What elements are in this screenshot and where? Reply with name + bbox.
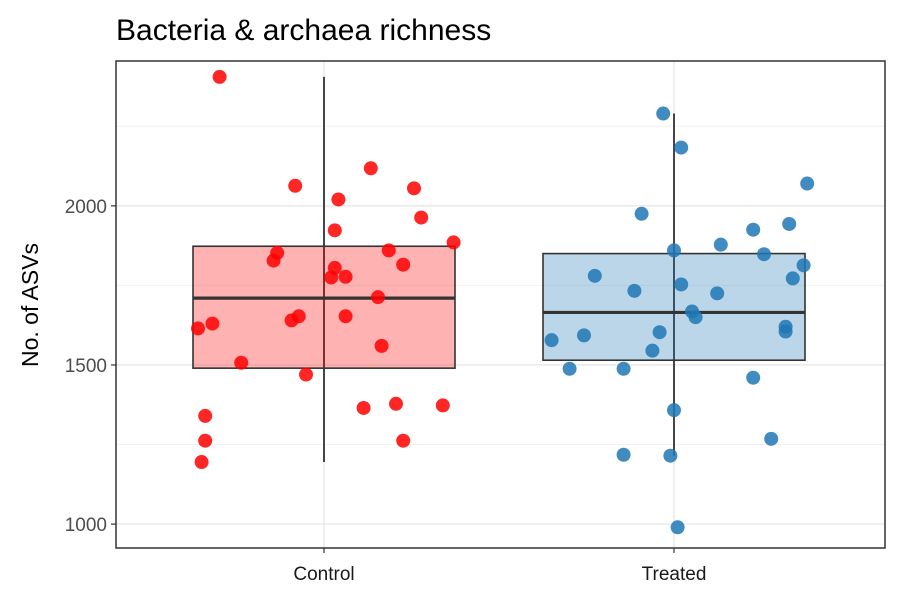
- treated-point-15: [674, 277, 689, 292]
- treated-point-20: [713, 237, 728, 252]
- control-point-23: [381, 243, 396, 258]
- treated-point-27: [782, 216, 797, 231]
- control-point-26: [396, 257, 411, 272]
- treated-point-14: [670, 520, 685, 535]
- treated-point-24: [764, 431, 779, 446]
- control-point-14: [331, 192, 346, 207]
- treated-point-22: [746, 370, 761, 385]
- treated-point-30: [800, 176, 815, 191]
- treated-point-12: [667, 243, 681, 258]
- control-point-12: [299, 367, 313, 382]
- treated-point-26: [778, 324, 793, 339]
- y-tick-label-0: 1000: [65, 515, 107, 536]
- control-point-0: [191, 321, 205, 336]
- control-point-11: [288, 178, 303, 193]
- axes: 1000 1500 2000 Control Treated: [65, 197, 707, 585]
- plot-panel: [116, 61, 885, 548]
- control-point-3: [198, 433, 213, 448]
- control-point-18: [338, 309, 353, 324]
- points-layer: [191, 69, 815, 535]
- treated-point-9: [652, 325, 667, 340]
- treated-point-28: [785, 271, 800, 286]
- treated-point-3: [587, 268, 602, 283]
- control-point-2: [198, 408, 213, 423]
- control-point-22: [374, 338, 389, 353]
- control-point-25: [396, 433, 411, 448]
- treated-point-21: [746, 222, 761, 237]
- y-tick-label-2: 2000: [65, 197, 107, 218]
- x-tick-label-treated: Treated: [642, 564, 707, 585]
- control-point-10: [291, 309, 306, 324]
- control-point-19: [356, 400, 371, 415]
- control-point-17: [338, 269, 353, 284]
- y-tick-label-1: 1500: [65, 356, 107, 377]
- control-point-16: [327, 260, 342, 275]
- treated-point-18: [688, 310, 703, 325]
- treated-point-2: [577, 328, 591, 343]
- control-point-4: [194, 455, 209, 470]
- chart-title: Bacteria & archaea richness: [116, 14, 491, 47]
- treated-point-23: [757, 247, 771, 262]
- treated-point-16: [674, 140, 689, 155]
- treated-point-13: [667, 403, 681, 418]
- control-point-1: [205, 316, 220, 331]
- control-point-13: [327, 223, 342, 238]
- treated-point-11: [663, 448, 678, 463]
- treated-point-0: [544, 333, 559, 348]
- y-axis-label: No. of ASVs: [17, 243, 43, 367]
- control-point-5: [212, 69, 227, 84]
- treated-point-19: [710, 286, 725, 301]
- treated-point-6: [627, 283, 642, 298]
- treated-point-7: [634, 206, 649, 221]
- control-point-28: [414, 210, 429, 225]
- control-point-30: [446, 235, 461, 250]
- control-point-27: [407, 181, 421, 196]
- control-point-6: [234, 355, 249, 370]
- treated-point-1: [562, 361, 577, 376]
- treated-point-5: [616, 361, 631, 376]
- control-point-21: [371, 290, 385, 305]
- control-point-29: [435, 398, 450, 413]
- x-tick-label-control: Control: [293, 564, 354, 585]
- box-layer: [192, 76, 806, 463]
- treated-box: [542, 252, 806, 362]
- control-point-24: [389, 396, 403, 411]
- treated-point-4: [616, 447, 631, 462]
- plot-border: [115, 60, 886, 549]
- treated-point-10: [656, 106, 671, 121]
- treated-point-29: [796, 258, 811, 273]
- control-box: [192, 245, 456, 369]
- control-point-8: [270, 245, 285, 260]
- treated-point-8: [645, 343, 660, 358]
- control-point-20: [363, 161, 378, 176]
